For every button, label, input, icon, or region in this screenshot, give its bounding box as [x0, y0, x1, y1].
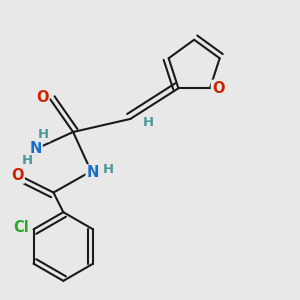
Text: O: O — [11, 168, 24, 183]
Text: N: N — [29, 141, 42, 156]
Text: O: O — [36, 90, 48, 105]
Text: H: H — [103, 163, 114, 176]
Text: Cl: Cl — [13, 220, 29, 235]
Text: O: O — [212, 81, 224, 96]
Text: H: H — [143, 116, 154, 129]
Text: H: H — [38, 128, 49, 141]
Text: H: H — [22, 154, 33, 167]
Text: N: N — [87, 165, 99, 180]
